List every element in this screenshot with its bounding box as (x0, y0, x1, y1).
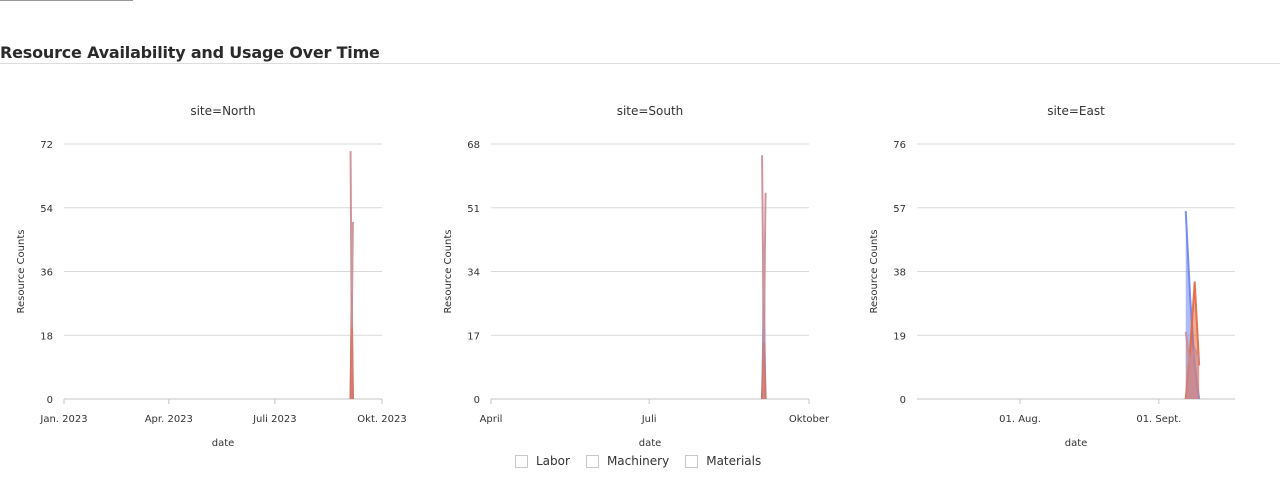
legend-label-labor: Labor (536, 454, 570, 468)
line-materials (349, 151, 354, 329)
legend-checkbox-machinery[interactable] (585, 454, 599, 468)
y-axis-label: Resource Counts (16, 230, 27, 314)
legend-checkbox-materials[interactable] (685, 454, 699, 468)
y-tick-label: 0 (47, 395, 53, 406)
legend-label-materials: Materials (706, 454, 762, 468)
y-tick-label: 0 (474, 395, 480, 406)
line-materials (761, 155, 767, 343)
area-materials (350, 151, 353, 399)
legend-label-machinery: Machinery (606, 454, 670, 468)
legend: Labor Machinery Materials (515, 454, 761, 468)
y-tick-label: 76 (893, 140, 906, 151)
x-tick-label: Apr. 2023 (145, 414, 193, 425)
y-tick-label: 18 (40, 331, 53, 342)
y-tick-label: 0 (900, 395, 906, 406)
y-tick-label: 17 (467, 331, 480, 342)
y-axis-label: Resource Counts (443, 230, 454, 314)
x-tick-label: Jan. 2023 (39, 414, 87, 425)
legend-item-materials[interactable]: Materials (685, 454, 761, 468)
x-tick-label: Juli 2023 (252, 414, 296, 425)
top-divider (0, 0, 133, 1)
chart-title: site=East (1047, 104, 1105, 118)
x-axis-label: date (1065, 438, 1088, 449)
y-tick-label: 34 (467, 268, 480, 279)
title-divider (0, 63, 1280, 64)
area-materials (1185, 331, 1200, 399)
x-tick-label: 01. Sept. (1136, 414, 1181, 425)
chart-title: site=South (617, 104, 684, 118)
y-tick-label: 54 (40, 204, 53, 215)
x-axis-label: date (639, 438, 662, 449)
x-axis-label: date (212, 438, 235, 449)
y-tick-label: 19 (893, 331, 906, 342)
y-axis-label: Resource Counts (869, 230, 880, 314)
y-tick-label: 51 (467, 204, 480, 215)
x-tick-label: 01. Aug. (999, 414, 1041, 425)
x-tick-label: Oktober (789, 414, 830, 425)
y-tick-label: 57 (893, 204, 906, 215)
y-tick-label: 38 (893, 268, 906, 279)
y-tick-label: 68 (467, 140, 480, 151)
x-tick-label: April (480, 414, 503, 425)
legend-item-labor[interactable]: Labor (515, 454, 570, 468)
x-tick-label: Juli (641, 414, 657, 425)
chart-title: site=North (190, 104, 255, 118)
y-tick-label: 36 (40, 268, 53, 279)
y-tick-label: 72 (40, 140, 53, 151)
legend-checkbox-labor[interactable] (515, 454, 528, 468)
x-tick-label: Okt. 2023 (357, 414, 406, 425)
page-title: Resource Availability and Usage Over Tim… (0, 43, 380, 62)
legend-item-machinery[interactable]: Machinery (585, 454, 670, 468)
line-materials (1184, 331, 1201, 366)
